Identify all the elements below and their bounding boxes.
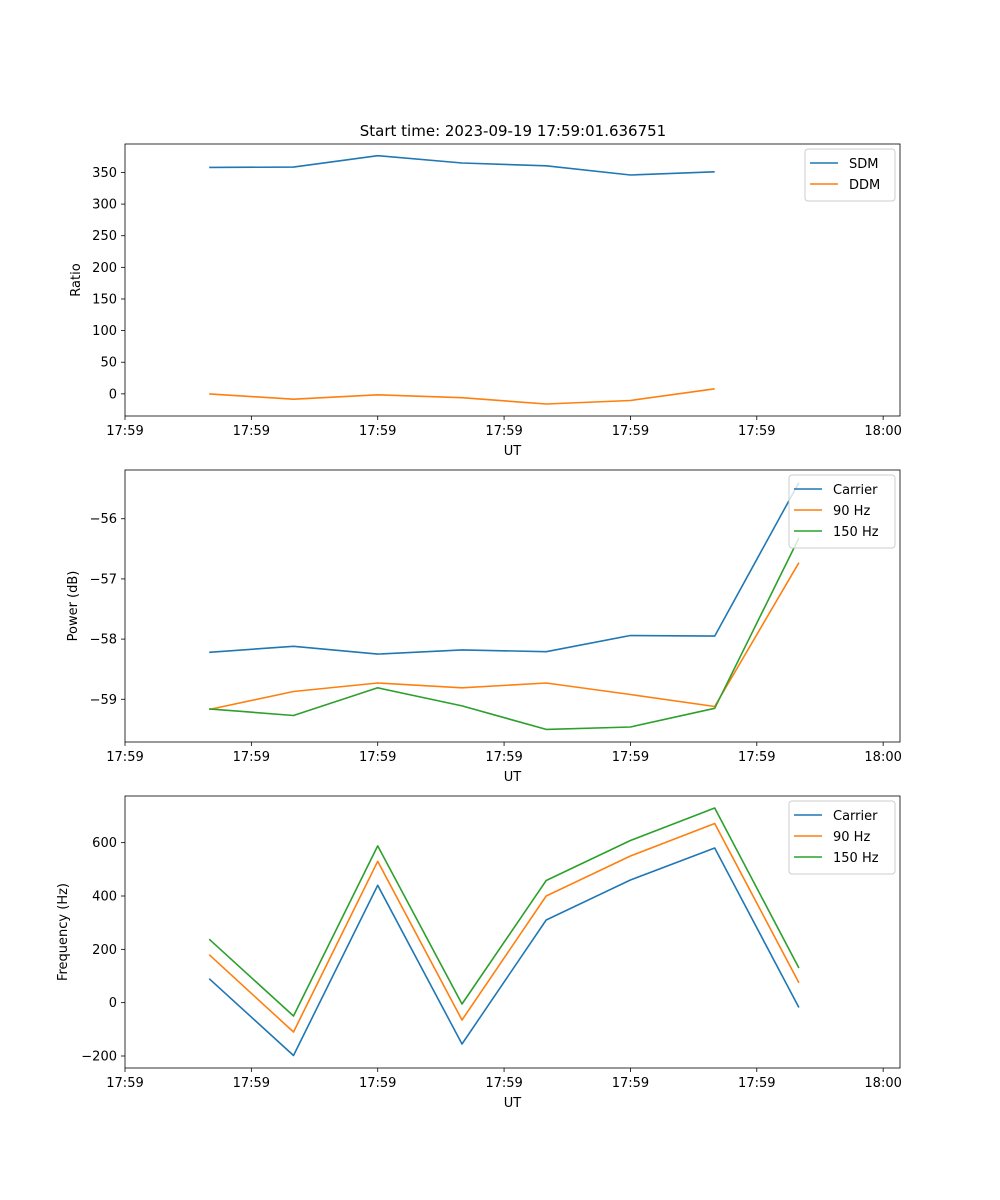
x-tick-label: 17:59 (738, 1076, 775, 1091)
y-tick-label: 100 (92, 324, 117, 339)
plot-frame (124, 795, 901, 1069)
legend-label: Carrier (833, 483, 878, 498)
series-line-carrier (209, 482, 800, 655)
y-tick-label: −200 (81, 1050, 117, 1065)
x-tick-label: 17:59 (359, 424, 396, 439)
x-tick-label: 17:59 (738, 750, 775, 765)
legend-label: SDM (849, 157, 878, 172)
y-tick-label: 400 (92, 890, 117, 905)
y-tick-label: 200 (92, 943, 117, 958)
y-tick-label: −59 (90, 693, 117, 708)
x-tick-label: 17:59 (106, 424, 143, 439)
panel-3: 17:59 17:59 17:59 17:59 17:59 17:59 18:00 −200 0… (56, 795, 902, 1111)
x-axis-label: UT (504, 770, 522, 785)
panel-2: 17:59 17:59 17:59 17:59 17:59 17:59 18:00 −59 −5… (66, 469, 902, 785)
legend-label: Carrier (833, 809, 878, 824)
legend-box (788, 474, 896, 549)
x-tick-label: 17:59 (233, 424, 270, 439)
x-tick-label: 17:59 (359, 1076, 396, 1091)
legend-label: 90 Hz (833, 830, 870, 845)
x-tick-label: 18:00 (864, 1076, 901, 1091)
y-tick-label: −56 (90, 512, 117, 527)
x-tick-label: 17:59 (233, 1076, 270, 1091)
y-axis-label: Ratio (69, 263, 84, 296)
y-tick-label: 350 (92, 166, 117, 181)
legend-label: 150 Hz (833, 851, 879, 866)
x-axis-label: UT (504, 444, 522, 459)
y-tick-label: 200 (92, 261, 117, 276)
plot-frame (124, 469, 901, 743)
x-tick-label: 18:00 (864, 750, 901, 765)
y-tick-label: 0 (109, 996, 117, 1011)
x-tick-label: 17:59 (233, 750, 270, 765)
legend: Carrier 90 Hz 150 Hz (788, 800, 896, 875)
series-line-carrier (208, 847, 800, 1057)
x-tick-label: 17:59 (359, 750, 396, 765)
plot-frame (124, 143, 901, 417)
y-tick-label: 0 (109, 387, 117, 402)
y-tick-label: 600 (92, 836, 117, 851)
y-tick-label: 300 (92, 198, 117, 213)
legend-label: 90 Hz (833, 504, 870, 519)
y-tick-label: −57 (90, 572, 117, 587)
y-axis-label: Power (dB) (66, 571, 81, 642)
legend-box (788, 800, 896, 875)
x-tick-label: 17:59 (106, 1076, 143, 1091)
y-tick-label: 50 (100, 356, 117, 371)
series-line-ddm (209, 388, 715, 405)
y-axis-label: Frequency (Hz) (56, 883, 71, 981)
legend-box (804, 148, 896, 202)
x-tick-label: 18:00 (864, 424, 901, 439)
y-tick-label: −58 (90, 633, 117, 648)
legend: Carrier 90 Hz 150 Hz (788, 474, 896, 549)
x-tick-label: 17:59 (738, 424, 775, 439)
chart-title: Start time: 2023-09-19 17:59:01.636751 (360, 122, 666, 140)
x-tick-label: 17:59 (485, 750, 522, 765)
panel-1: 17:59 17:59 17:59 17:59 17:59 17:59 18:00 0 50 10… (69, 143, 902, 459)
series-line-90-hz (209, 562, 800, 711)
panels: 17:59 17:59 17:59 17:59 17:59 17:59 18:00 0 50 10… (56, 143, 902, 1111)
series-line-150-hz (208, 807, 800, 1017)
series-line-sdm (209, 154, 715, 176)
x-tick-label: 17:59 (612, 750, 649, 765)
y-tick-label: 150 (92, 292, 117, 307)
legend-label: DDM (849, 178, 880, 193)
series-line-150-hz (209, 537, 800, 731)
x-tick-label: 17:59 (106, 750, 143, 765)
x-tick-label: 17:59 (485, 1076, 522, 1091)
y-tick-label: 250 (92, 229, 117, 244)
legend: SDM DDM (804, 148, 896, 202)
x-axis-label: UT (504, 1096, 522, 1111)
series-line-90-hz (208, 822, 800, 1033)
x-tick-label: 17:59 (612, 1076, 649, 1091)
x-tick-label: 17:59 (612, 424, 649, 439)
x-tick-label: 17:59 (485, 424, 522, 439)
legend-label: 150 Hz (833, 525, 879, 540)
